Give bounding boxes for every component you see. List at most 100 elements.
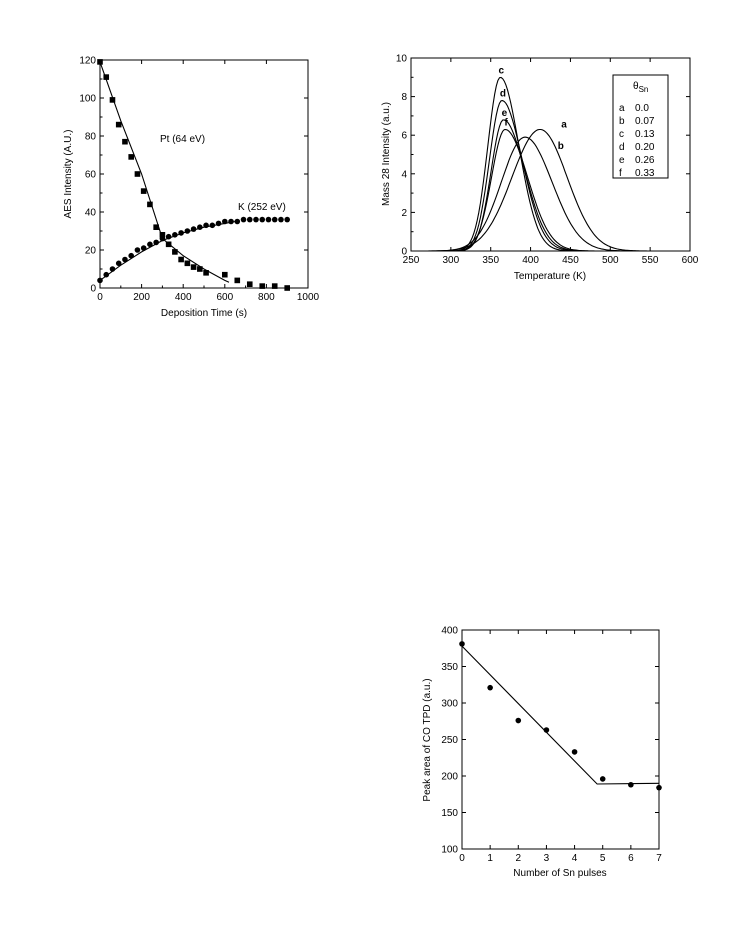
- y-tick-label: 20: [85, 246, 97, 257]
- k-point: [271, 216, 278, 223]
- legend-entry-value: 0.07: [635, 116, 655, 127]
- x-tick-label: 6: [628, 853, 634, 864]
- x-tick-label: 450: [562, 255, 579, 266]
- k-point: [240, 216, 247, 223]
- y-tick-label: 350: [441, 662, 458, 673]
- k-point: [172, 232, 178, 238]
- curve-label-c: c: [498, 65, 504, 76]
- pt-point: [165, 241, 172, 248]
- pt-point: [140, 188, 147, 194]
- fit-line: [461, 645, 660, 785]
- fit-lines: [461, 645, 660, 785]
- legend-entry-label: a: [619, 103, 625, 114]
- k-point: [159, 235, 166, 242]
- k-point: [234, 218, 241, 225]
- k-point: [284, 216, 290, 223]
- k-point: [253, 216, 259, 223]
- y-axis-label: AES Intensity (A.U.): [63, 130, 74, 219]
- k-point: [165, 233, 172, 240]
- x-tick-label: 300: [443, 255, 460, 266]
- x-tick-label: 4: [572, 853, 578, 864]
- k-point: [265, 216, 272, 223]
- k-point: [190, 226, 197, 232]
- data-points: [97, 59, 290, 291]
- legend-entry-value: 0.0: [635, 103, 649, 114]
- pt-point: [246, 281, 253, 287]
- curve-label-a: a: [561, 119, 567, 130]
- x-axis-label: Number of Sn pulses: [513, 868, 606, 879]
- legend-entry-value: 0.20: [635, 142, 655, 153]
- k-point: [134, 247, 141, 253]
- pt-point: [197, 266, 203, 272]
- pt-point: [271, 283, 278, 289]
- annotation-pt: Pt (64 eV): [160, 134, 205, 145]
- k-point: [222, 218, 228, 225]
- y-axis-label: Peak area of CO TPD (a.u.): [422, 678, 433, 801]
- legend-entry-label: c: [619, 129, 624, 140]
- k-point: [184, 228, 191, 234]
- k-point: [115, 260, 122, 267]
- y-tick-label: 6: [401, 131, 407, 142]
- y-axis-label: Mass 28 Intensity (a.u.): [381, 102, 392, 206]
- legend-entry-label: f: [619, 168, 622, 179]
- x-tick-label: 250: [403, 255, 420, 266]
- curve-labels: ab c def: [498, 65, 567, 151]
- x-tick-label: 600: [216, 292, 233, 303]
- area-point: [628, 781, 634, 788]
- fit-lines: [99, 61, 236, 283]
- k-point: [215, 220, 222, 227]
- y-tick-label: 0: [401, 247, 407, 258]
- x-ticks: 0 200 400 600 800 1000: [97, 60, 320, 303]
- pt-point: [128, 154, 134, 160]
- x-tick-label: 0: [97, 292, 103, 303]
- pt-point: [284, 285, 290, 291]
- area-point: [487, 684, 493, 691]
- area-point: [543, 727, 550, 733]
- legend-entry-label: b: [619, 116, 625, 127]
- x-tick-label: 1: [487, 853, 493, 864]
- x-tick-label: 200: [133, 292, 150, 303]
- x-tick-label: 800: [258, 292, 275, 303]
- curve-label-e: e: [502, 108, 508, 119]
- k-point: [140, 245, 147, 251]
- fit-line-pt: [99, 61, 230, 283]
- pt-point: [159, 232, 166, 238]
- x-tick-label: 1000: [297, 292, 320, 303]
- y-tick-label: 150: [441, 808, 458, 819]
- x-axis-label: Deposition Time (s): [161, 308, 247, 319]
- data-points: [459, 641, 662, 791]
- y-tick-label: 60: [85, 170, 97, 181]
- y-tick-label: 200: [441, 772, 458, 783]
- x-tick-label: 550: [642, 255, 659, 266]
- pt-point: [115, 121, 122, 128]
- pt-point: [222, 271, 228, 278]
- pt-point: [122, 138, 128, 145]
- k-point: [109, 266, 116, 272]
- annotation-k: K (252 eV): [238, 202, 286, 213]
- curve-label-d: d: [500, 88, 506, 99]
- area-point: [599, 776, 606, 782]
- k-point: [209, 222, 216, 229]
- legend-entry-value: 0.33: [635, 168, 655, 179]
- fit-line-k: [99, 220, 236, 281]
- area-point: [515, 717, 522, 724]
- pt-point: [184, 260, 191, 267]
- y-tick-label: 10: [396, 54, 408, 65]
- k-point: [203, 222, 209, 229]
- tpd-curve-f: [415, 128, 690, 252]
- aes-intensity-chart: 0 200 400 600 800 1000 0 20 40 60 80 100 120 Deposi…: [63, 56, 320, 320]
- pt-point: [172, 249, 178, 255]
- pt-point: [134, 171, 141, 177]
- x-tick-label: 3: [544, 853, 550, 864]
- y-tick-label: 120: [79, 56, 96, 67]
- x-tick-label: 400: [522, 255, 539, 266]
- plot-frame: [461, 629, 660, 850]
- x-tick-label: 2: [516, 853, 522, 864]
- legend-box: [612, 74, 669, 179]
- y-tick-label: 2: [401, 208, 407, 219]
- y-tick-label: 4: [401, 169, 407, 180]
- legend: θSn a 0.0 b 0.07 c 0.13 d 0.20 e 0.26 f 0.33: [612, 74, 669, 179]
- k-point: [278, 216, 284, 223]
- legend-entry-value: 0.13: [635, 129, 655, 140]
